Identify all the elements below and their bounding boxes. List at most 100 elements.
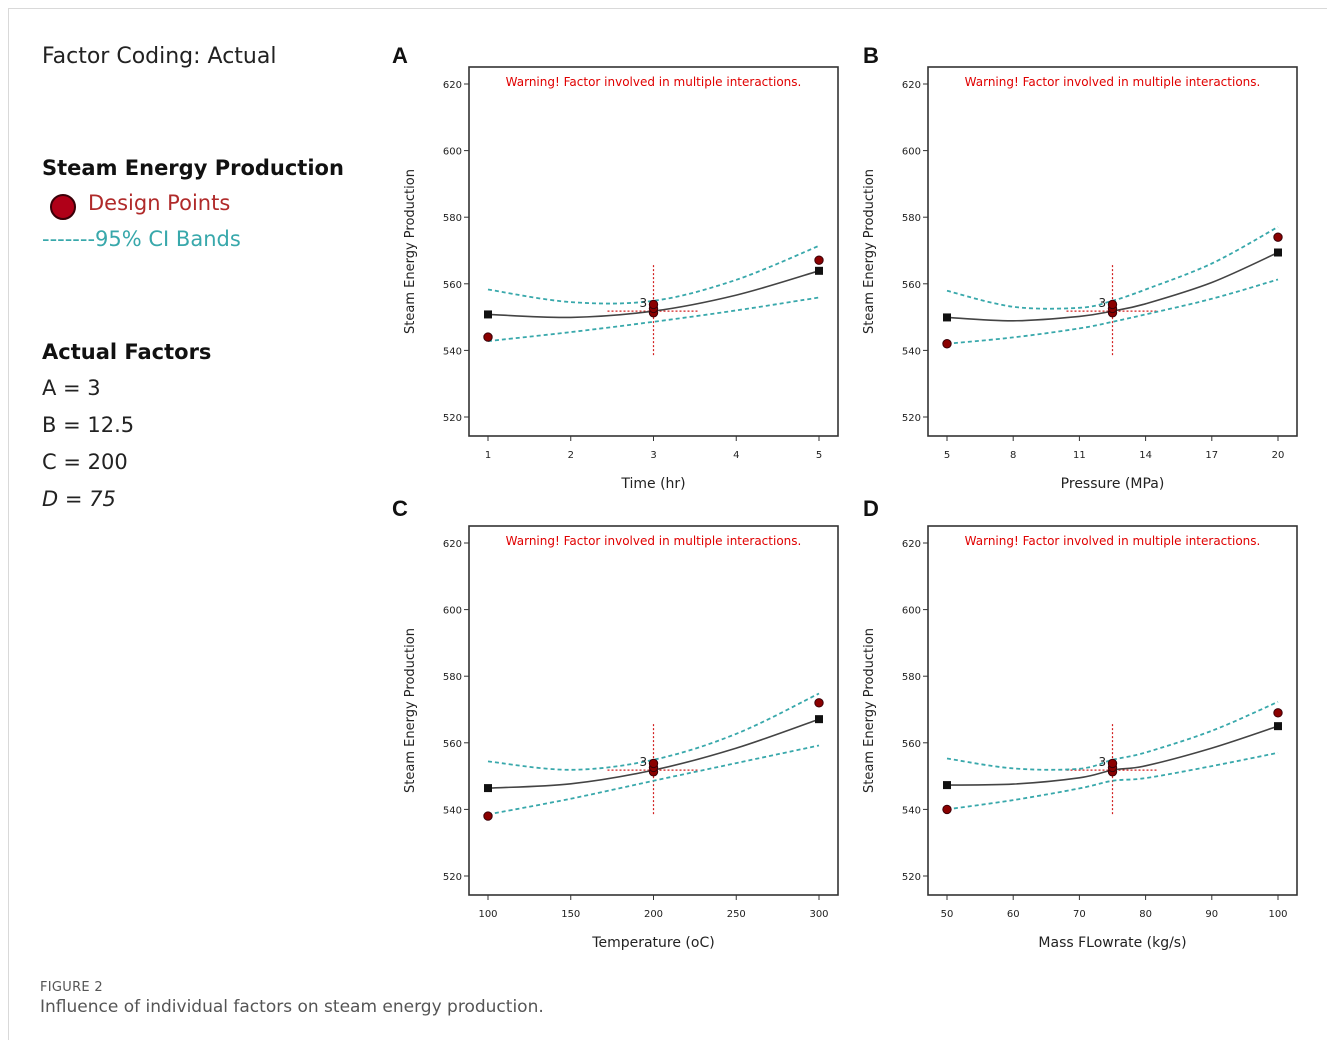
- x-tick-label: 100: [478, 909, 497, 920]
- plot-frame: [927, 525, 1298, 896]
- y-tick-label: 580: [443, 672, 462, 683]
- chart-panel-c: C Warning! Factor involved in multiple in…: [392, 496, 839, 951]
- fit-endpoint-square: [1274, 722, 1282, 731]
- y-axis-label: Steam Energy Production: [862, 628, 877, 793]
- design-points-legend: Design Points: [50, 191, 390, 225]
- design-point: [1107, 758, 1118, 769]
- factor-b: B = 12.5: [42, 413, 135, 437]
- x-tick-label: 14: [1139, 450, 1152, 461]
- design-point: [648, 299, 659, 310]
- design-point: [942, 804, 952, 815]
- panel-letter: B: [863, 43, 879, 68]
- warning-text: Warning! Factor involved in multiple int…: [965, 534, 1261, 548]
- panel-letter: D: [863, 496, 879, 521]
- y-tick-label: 560: [443, 280, 462, 291]
- chart-panel-d: D Warning! Factor involved in multiple in…: [862, 496, 1298, 951]
- design-point: [648, 758, 659, 769]
- x-tick-label: 4: [733, 450, 739, 461]
- y-tick-label: 560: [902, 739, 921, 750]
- chart-panel-b: B Warning! Factor involved in multiple in…: [862, 43, 1298, 492]
- y-tick-label: 580: [443, 213, 462, 224]
- design-point: [814, 698, 824, 708]
- y-tick-label: 620: [443, 80, 462, 91]
- x-tick-label: 2: [568, 450, 574, 461]
- design-point-marker-icon: [50, 194, 76, 220]
- y-tick-label: 580: [902, 672, 921, 683]
- x-tick-label: 90: [1205, 909, 1218, 920]
- y-tick-label: 520: [902, 413, 921, 424]
- factor-c: C = 200: [42, 450, 128, 474]
- design-point: [1273, 708, 1283, 718]
- design-point: [1273, 232, 1283, 242]
- design-point: [483, 811, 493, 821]
- fit-endpoint-square: [1274, 248, 1282, 257]
- x-axis-label: Time (hr): [620, 476, 685, 492]
- x-tick-label: 150: [561, 909, 580, 920]
- ci-lower-band: [487, 744, 820, 816]
- factor-d: D = 75: [42, 487, 116, 511]
- design-point: [483, 332, 493, 342]
- factor-a: A = 3: [42, 376, 101, 400]
- x-tick-label: 50: [941, 909, 954, 920]
- y-tick-label: 620: [902, 80, 921, 91]
- x-tick-label: 200: [644, 909, 663, 920]
- x-tick-label: 60: [1007, 909, 1020, 920]
- plot-frame: [927, 66, 1298, 437]
- y-tick-label: 580: [902, 213, 921, 224]
- x-tick-label: 11: [1073, 450, 1086, 461]
- y-tick-label: 520: [443, 413, 462, 424]
- y-tick-label: 520: [902, 872, 921, 883]
- y-tick-label: 560: [443, 739, 462, 750]
- figure-caption: Influence of individual factors on steam…: [40, 997, 544, 1017]
- ci-upper-band: [487, 244, 820, 305]
- chart-panel-a: A Warning! Factor involved in multiple in…: [392, 43, 839, 492]
- x-tick-label: 250: [727, 909, 746, 920]
- design-point: [1107, 299, 1118, 310]
- y-tick-label: 520: [443, 872, 462, 883]
- x-axis-label: Pressure (MPa): [1061, 476, 1165, 492]
- x-tick-label: 80: [1139, 909, 1152, 920]
- y-tick-label: 540: [902, 805, 921, 816]
- ci-upper-band: [487, 692, 820, 771]
- warning-text: Warning! Factor involved in multiple int…: [965, 75, 1261, 89]
- y-tick-label: 540: [443, 346, 462, 357]
- y-axis-label: Steam Energy Production: [862, 169, 877, 334]
- y-tick-label: 560: [902, 280, 921, 291]
- ci-bands-label: -------95% CI Bands: [42, 227, 241, 251]
- design-point: [814, 255, 824, 265]
- fit-endpoint-square: [943, 781, 951, 790]
- x-tick-label: 70: [1073, 909, 1086, 920]
- ci-bands-legend: -------95% CI Bands: [42, 227, 382, 261]
- x-axis-label: Mass FLowrate (kg/s): [1038, 935, 1186, 951]
- warning-text: Warning! Factor involved in multiple int…: [506, 534, 802, 548]
- factor-coding-label: Factor Coding: Actual: [42, 44, 277, 69]
- y-tick-label: 540: [902, 346, 921, 357]
- panel-letter: C: [392, 496, 408, 521]
- response-title: Steam Energy Production: [42, 156, 344, 180]
- ci-lower-band: [946, 278, 1279, 345]
- y-tick-label: 600: [902, 147, 921, 158]
- fit-endpoint-square: [815, 266, 823, 275]
- actual-factors-title: Actual Factors: [42, 340, 212, 364]
- warning-text: Warning! Factor involved in multiple int…: [506, 75, 802, 89]
- fit-endpoint-square: [484, 784, 492, 793]
- y-tick-label: 600: [443, 606, 462, 617]
- x-tick-label: 1: [485, 450, 491, 461]
- fit-endpoint-square: [484, 310, 492, 319]
- figure-frame: [8, 8, 1327, 1040]
- ci-upper-band: [946, 700, 1279, 771]
- x-tick-label: 5: [816, 450, 822, 461]
- x-axis-label: Temperature (oC): [591, 935, 714, 951]
- center-replicate-label: 3: [640, 755, 648, 769]
- x-tick-label: 300: [809, 909, 828, 920]
- panel-letter: A: [392, 43, 408, 68]
- figure-label: FIGURE 2: [40, 980, 103, 995]
- design-points-label: Design Points: [88, 191, 231, 215]
- y-tick-label: 600: [443, 147, 462, 158]
- x-tick-label: 100: [1268, 909, 1287, 920]
- x-tick-label: 8: [1010, 450, 1016, 461]
- x-tick-label: 3: [650, 450, 656, 461]
- fit-endpoint-square: [943, 313, 951, 322]
- x-tick-label: 5: [944, 450, 950, 461]
